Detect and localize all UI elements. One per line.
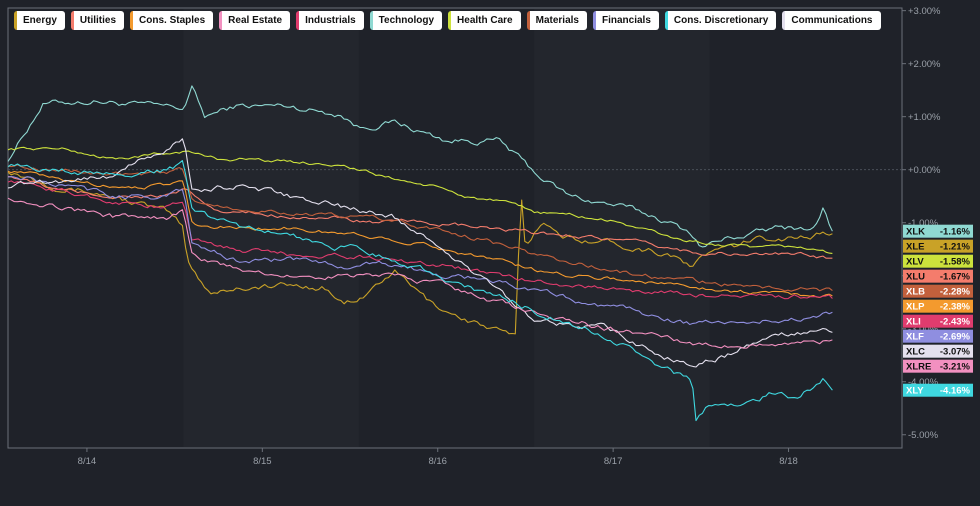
end-tag-value: -4.16%	[940, 386, 971, 397]
end-tag-ticker: XLI	[906, 317, 921, 328]
y-tick-label: +3.00%	[908, 6, 941, 17]
x-tick-label: 8/15	[253, 456, 272, 467]
x-tick-label: 8/14	[78, 456, 97, 467]
end-tag-ticker: XLK	[906, 227, 925, 238]
legend-item-energy[interactable]: Energy	[14, 11, 65, 30]
end-tag-value: -2.43%	[940, 317, 971, 328]
series-line-xlb	[7, 164, 833, 292]
end-tag-ticker: XLP	[906, 302, 925, 313]
series-line-xlp	[7, 170, 833, 299]
end-tag-value: -3.21%	[940, 362, 971, 373]
day-shading	[183, 9, 710, 447]
end-tag-background	[903, 239, 973, 253]
series-lines	[7, 85, 833, 422]
series-line-xlv	[7, 146, 833, 254]
day-band	[534, 9, 710, 447]
legend-item-industrials[interactable]: Industrials	[296, 11, 364, 30]
end-tag-xlb: XLB -2.28%	[903, 284, 973, 298]
end-tag-value: -2.28%	[940, 287, 971, 298]
end-tag-ticker: XLF	[906, 332, 924, 343]
end-tag-background	[903, 359, 973, 373]
end-tag-background	[903, 224, 973, 238]
end-tag-xlp: XLP -2.38%	[903, 299, 973, 313]
y-tick-label: +0.00%	[908, 165, 941, 176]
end-tag-value: -1.67%	[940, 272, 971, 283]
y-tick-label: -1.00%	[908, 218, 939, 229]
end-tag-ticker: XLC	[906, 347, 925, 358]
end-tag-ticker: XLY	[906, 386, 924, 397]
end-tag-background	[903, 299, 973, 313]
end-tag-background	[903, 344, 973, 358]
series-line-xlu	[7, 175, 833, 259]
end-tag-background	[903, 314, 973, 328]
series-line-xlre	[7, 197, 833, 349]
end-tag-value: -1.21%	[940, 242, 971, 253]
legend-item-communications[interactable]: Communications	[782, 11, 881, 30]
end-tag-value: -1.58%	[940, 257, 971, 268]
series-line-xlk	[7, 85, 833, 248]
end-tag-background	[903, 329, 973, 343]
y-tick-label: +2.00%	[908, 59, 941, 70]
end-tag-xly: XLY -4.16%	[903, 383, 973, 397]
plot-frame	[7, 7, 903, 449]
end-tag-value: -2.38%	[940, 302, 971, 313]
end-tag-ticker: XLRE	[906, 362, 931, 373]
x-tick-label: 8/17	[604, 456, 623, 467]
end-tag-ticker: XLU	[906, 272, 925, 283]
end-tag-background	[903, 284, 973, 298]
end-tag-value: -3.07%	[940, 347, 971, 358]
y-tick-label: -5.00%	[908, 430, 939, 441]
y-tick-label: +1.00%	[908, 112, 941, 123]
end-tag-value: -1.16%	[940, 227, 971, 238]
end-tag-ticker: XLE	[906, 242, 924, 253]
y-axis: +3.00%+2.00%+1.00%+0.00%-1.00%-2.00%-3.0…	[902, 6, 941, 441]
end-tag-background	[903, 254, 973, 268]
x-tick-label: 8/18	[779, 456, 798, 467]
legend: Energy Utilities Cons. Staples Real Estate I…	[14, 11, 884, 30]
end-tag-xlu: XLU -1.67%	[903, 269, 973, 283]
series-line-xlf	[7, 176, 833, 326]
legend-item-materials[interactable]: Materials	[526, 11, 587, 30]
legend-item-real-estate[interactable]: Real Estate	[219, 11, 291, 30]
end-tag-ticker: XLB	[906, 287, 925, 298]
legend-item-technology[interactable]: Technology	[369, 11, 443, 30]
legend-item-cons-staples[interactable]: Cons. Staples	[130, 11, 214, 30]
end-tag-xli: XLI -2.43%	[903, 314, 973, 328]
day-band	[183, 9, 359, 447]
series-line-xle	[7, 171, 833, 335]
series-line-xlc	[7, 138, 833, 368]
end-tag-xlre: XLRE -3.21%	[903, 359, 973, 373]
legend-item-health-care[interactable]: Health Care	[448, 11, 521, 30]
series-line-xli	[7, 180, 833, 300]
x-tick-label: 8/16	[428, 456, 447, 467]
legend-item-financials[interactable]: Financials	[592, 11, 659, 30]
end-tag-xlc: XLC -3.07%	[903, 344, 973, 358]
end-tag-value: -2.69%	[940, 332, 971, 343]
end-tag-xlv: XLV -1.58%	[903, 254, 973, 268]
series-line-xly	[7, 160, 833, 422]
end-tag-background	[903, 269, 973, 283]
end-tag-xle: XLE -1.21%	[903, 239, 973, 253]
legend-item-utilities[interactable]: Utilities	[70, 11, 125, 30]
end-tag-xlf: XLF -2.69%	[903, 329, 973, 343]
end-tag-background	[903, 383, 973, 397]
end-value-tags: XLK -1.16% XLE -1.21% XLV -1.58% XLU -1.67% XLB -…	[903, 224, 973, 397]
x-axis: 8/14 8/15 8/16 8/17 8/18	[78, 448, 798, 467]
end-tag-xlk: XLK -1.16%	[903, 224, 973, 238]
end-tag-ticker: XLV	[906, 257, 924, 268]
legend-item-cons-discretionary[interactable]: Cons. Discretionary	[664, 11, 777, 30]
y-tick-label: -4.00%	[908, 377, 939, 388]
